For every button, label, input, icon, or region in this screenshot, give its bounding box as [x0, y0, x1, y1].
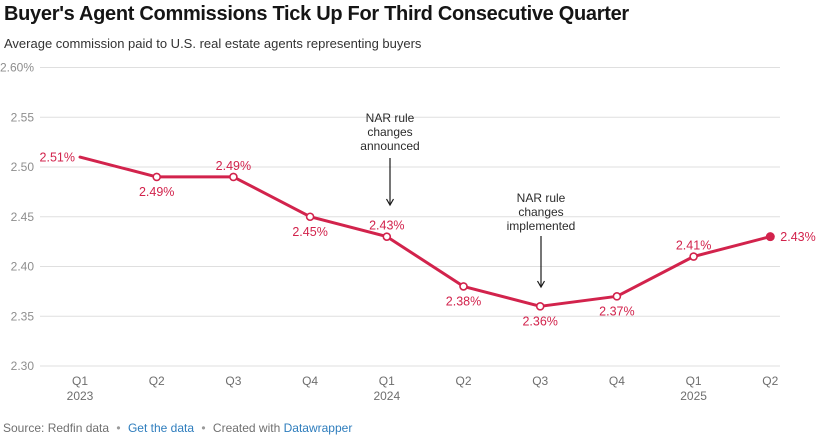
- y-axis-tick-label: 2.30: [11, 359, 35, 373]
- x-axis-tick-label: Q3: [532, 374, 548, 388]
- data-point-label: 2.45%: [292, 225, 327, 239]
- data-point-label: 2.37%: [599, 304, 634, 318]
- y-axis-tick-label: 2.40: [11, 260, 35, 274]
- chart-footer: Source: Redfin data • Get the data • Cre…: [3, 421, 813, 435]
- data-point-label: 2.36%: [522, 314, 557, 328]
- data-point-label: 2.49%: [216, 159, 251, 173]
- y-axis-tick-label: 2.45: [11, 210, 35, 224]
- x-axis-tick-label: Q2: [149, 374, 165, 388]
- data-point-label: 2.38%: [446, 294, 481, 308]
- y-axis-tick-label: 2.55: [11, 110, 35, 124]
- x-axis-year-label: 2024: [373, 389, 400, 403]
- annotation-arrowhead: [385, 198, 395, 207]
- annotation-text: changes: [518, 205, 563, 219]
- x-axis-tick-label: Q4: [609, 374, 625, 388]
- data-point-marker-end: [765, 232, 775, 242]
- annotation-text: announced: [360, 139, 419, 153]
- x-axis-year-label: 2023: [67, 389, 94, 403]
- chart-header: Buyer's Agent Commissions Tick Up For Th…: [4, 2, 814, 51]
- annotation-text: NAR rule: [366, 111, 415, 125]
- annotation-arrowhead: [536, 280, 546, 289]
- data-point-label: 2.41%: [676, 239, 711, 253]
- chart-subtitle: Average commission paid to U.S. real est…: [4, 36, 422, 51]
- annotation-text: implemented: [507, 219, 576, 233]
- data-point-marker: [305, 212, 315, 222]
- get-the-data-link[interactable]: Get the data: [127, 421, 195, 435]
- annotation-text: NAR rule: [517, 191, 566, 205]
- datawrapper-link[interactable]: Datawrapper: [283, 421, 353, 435]
- data-point-marker: [459, 282, 468, 291]
- x-axis-tick-label: Q4: [302, 374, 318, 388]
- separator-dot: •: [116, 421, 121, 435]
- created-with-label: Created with: [212, 421, 281, 435]
- data-point-label: 2.43%: [780, 230, 815, 244]
- x-axis-tick-label: Q1: [72, 374, 88, 388]
- separator-dot: •: [201, 421, 206, 435]
- y-axis-tick-label: 2.60%: [0, 61, 34, 75]
- chart-title: Buyer's Agent Commissions Tick Up For Th…: [4, 3, 629, 25]
- y-axis-tick-label: 2.35: [11, 309, 35, 323]
- data-point-label: 2.51%: [40, 151, 75, 165]
- x-axis-tick-label: Q2: [455, 374, 471, 388]
- y-axis-tick-label: 2.50: [11, 160, 35, 174]
- series-line: [78, 155, 772, 308]
- data-point-marker: [229, 172, 238, 182]
- data-point-label: 2.43%: [369, 219, 404, 233]
- annotation-text: changes: [367, 125, 412, 139]
- data-point-marker: [152, 172, 161, 182]
- data-point-marker: [689, 252, 698, 261]
- x-axis-tick-label: Q3: [225, 374, 241, 388]
- data-point-marker: [612, 292, 622, 301]
- x-axis-tick-label: Q1: [686, 374, 702, 388]
- data-point-label: 2.49%: [139, 185, 174, 199]
- x-axis-tick-label: Q1: [379, 374, 395, 388]
- data-point-marker: [382, 232, 392, 241]
- x-axis-tick-label: Q2: [762, 374, 778, 388]
- data-point-marker: [535, 301, 545, 311]
- x-axis-year-label: 2025: [680, 389, 707, 403]
- source-label: Source: Redfin data: [3, 421, 110, 435]
